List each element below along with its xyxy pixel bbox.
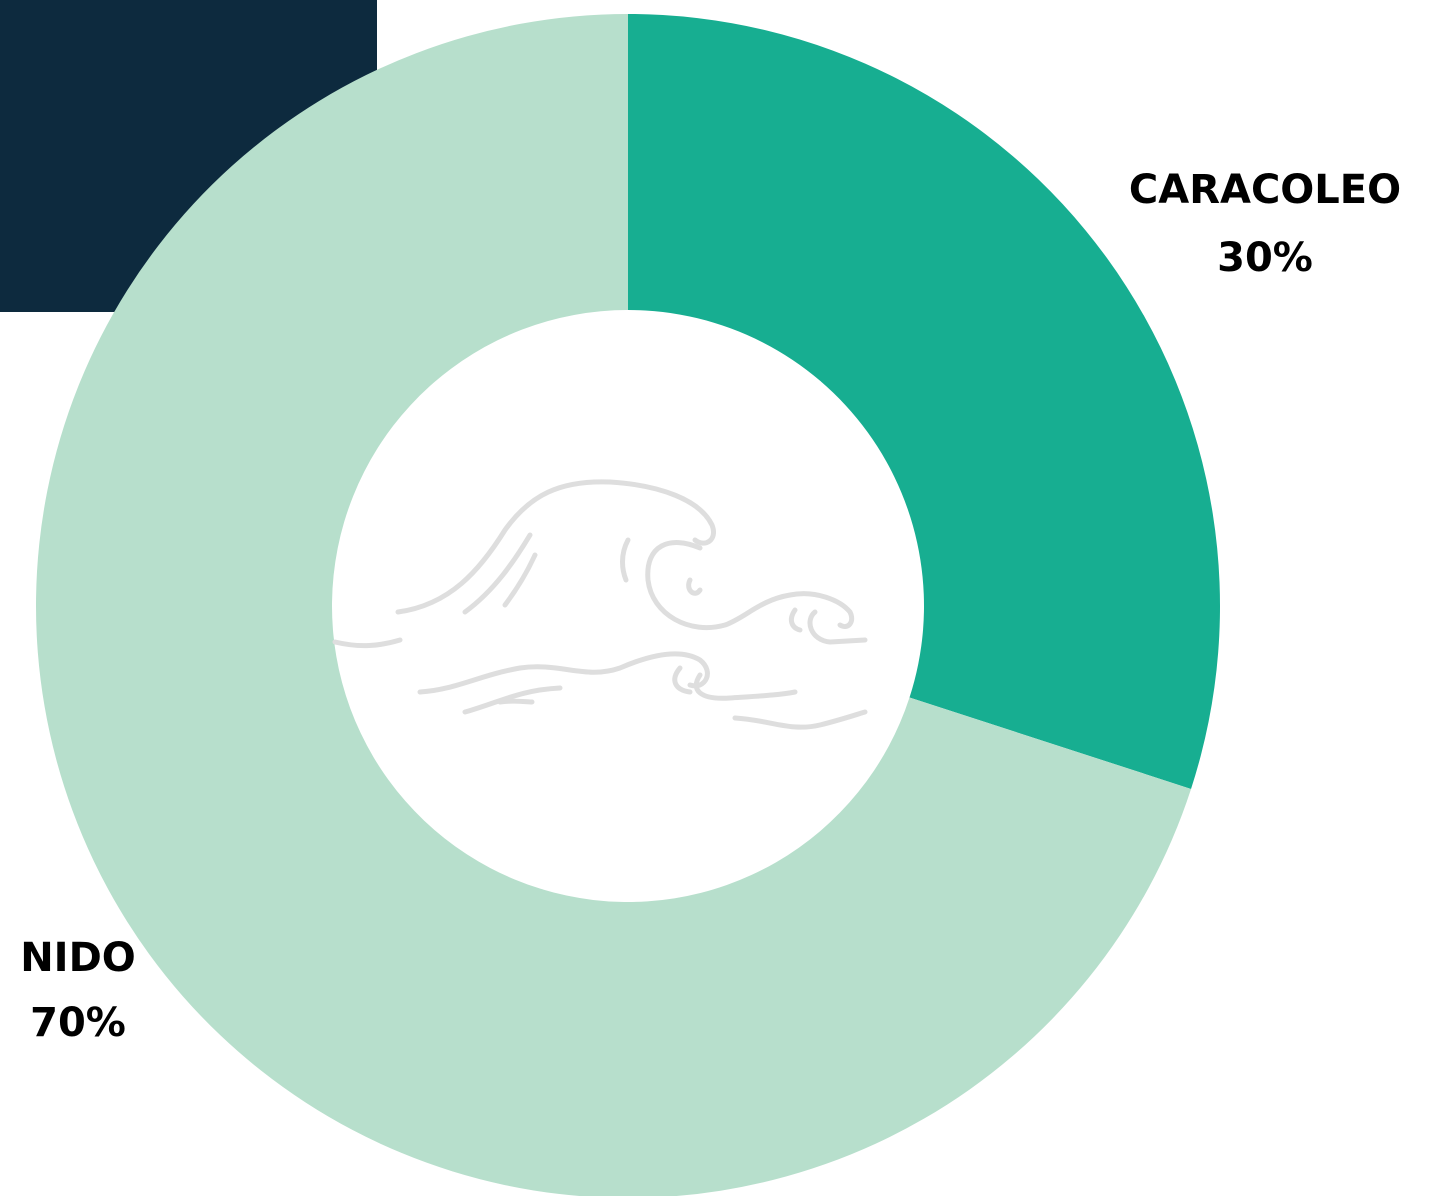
wave-illustration [332, 479, 868, 730]
slices [36, 14, 1220, 1196]
slice [36, 14, 1192, 1196]
slice-category: CARACOLEO [1129, 167, 1401, 213]
slice [628, 14, 1220, 789]
slice-value-label: 70% [30, 1000, 126, 1046]
slice-category: NIDO [20, 935, 136, 981]
slice-value-label: 30% [1217, 235, 1313, 281]
